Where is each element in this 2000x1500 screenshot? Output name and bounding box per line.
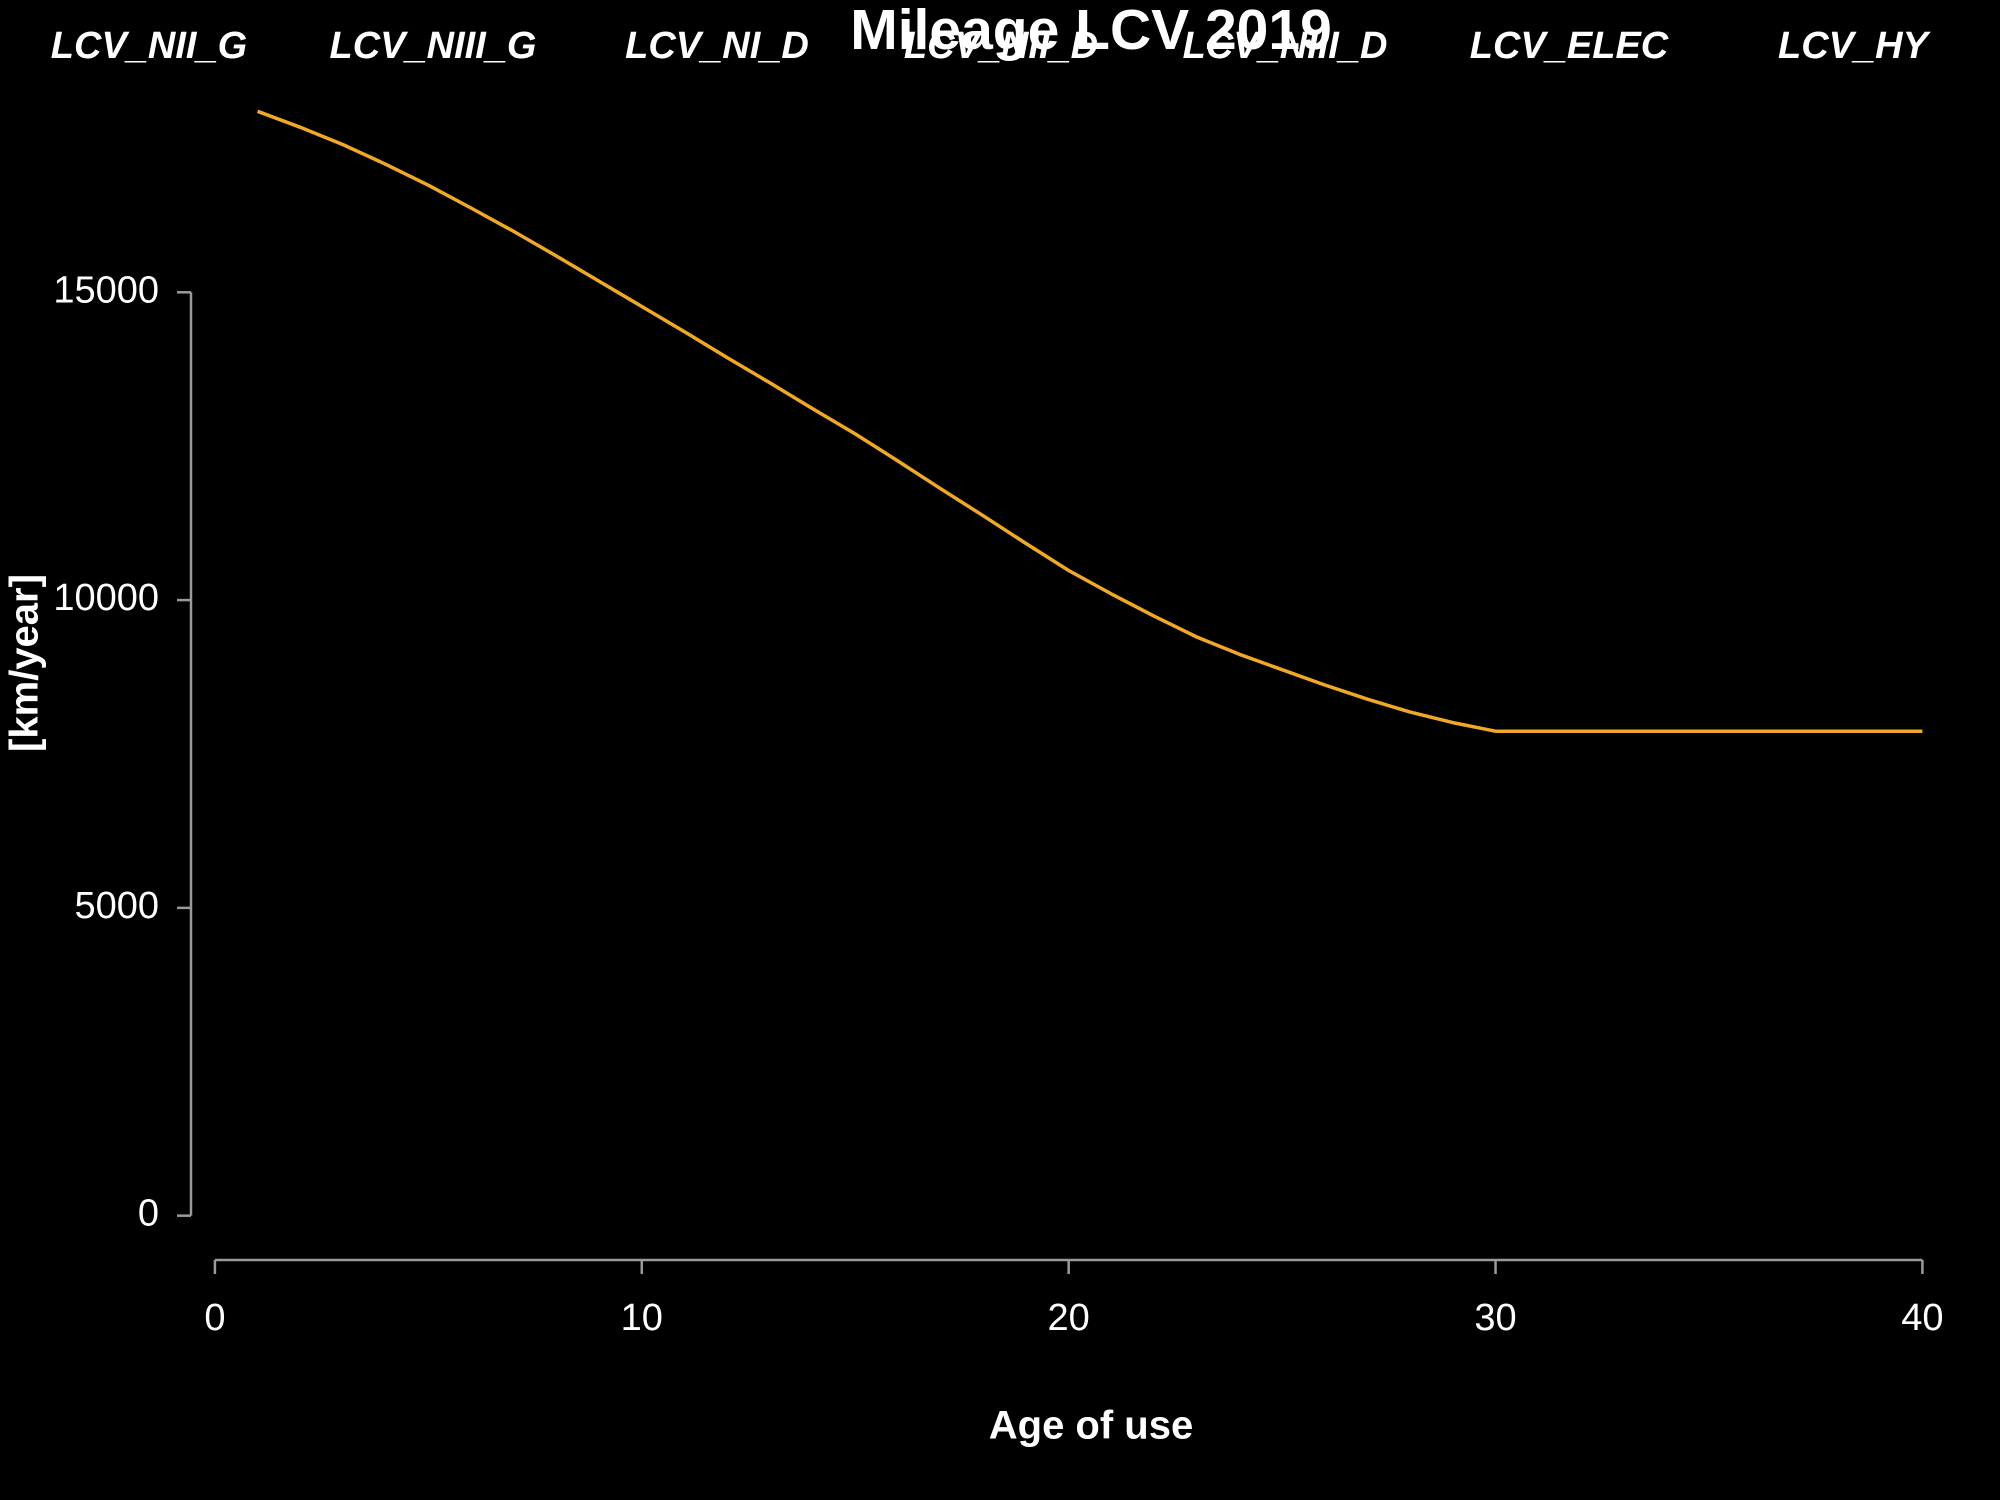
x-tick-label: 20: [1048, 1297, 1090, 1339]
x-axis-title: Age of use: [989, 1404, 1193, 1448]
x-tick-label: 10: [621, 1297, 663, 1339]
y-tick-label: 15000: [53, 269, 159, 311]
series-label: LCV_NI_D: [625, 25, 809, 67]
y-tick-label: 0: [138, 1193, 159, 1235]
series-label: LCV_NII_D: [904, 25, 1098, 67]
series-label: LCV_NIII_G: [330, 25, 537, 67]
series-label: LCV_ELEC: [1470, 25, 1669, 67]
x-tick-label: 40: [1901, 1297, 1943, 1339]
x-tick-label: 0: [204, 1297, 225, 1339]
y-tick-label: 10000: [53, 577, 159, 619]
series-label: LCV_NII_G: [51, 25, 247, 67]
y-tick-label: 5000: [74, 885, 159, 927]
series-label: LCV_HY: [1778, 25, 1932, 67]
chart-title: Mileage LCV 2019: [850, 0, 1332, 62]
data-line: [256, 109, 1923, 733]
x-tick-label: 30: [1474, 1297, 1516, 1339]
y-axis-title: [km/year]: [3, 574, 47, 752]
series-label: LCV_NIII_D: [1183, 25, 1388, 67]
